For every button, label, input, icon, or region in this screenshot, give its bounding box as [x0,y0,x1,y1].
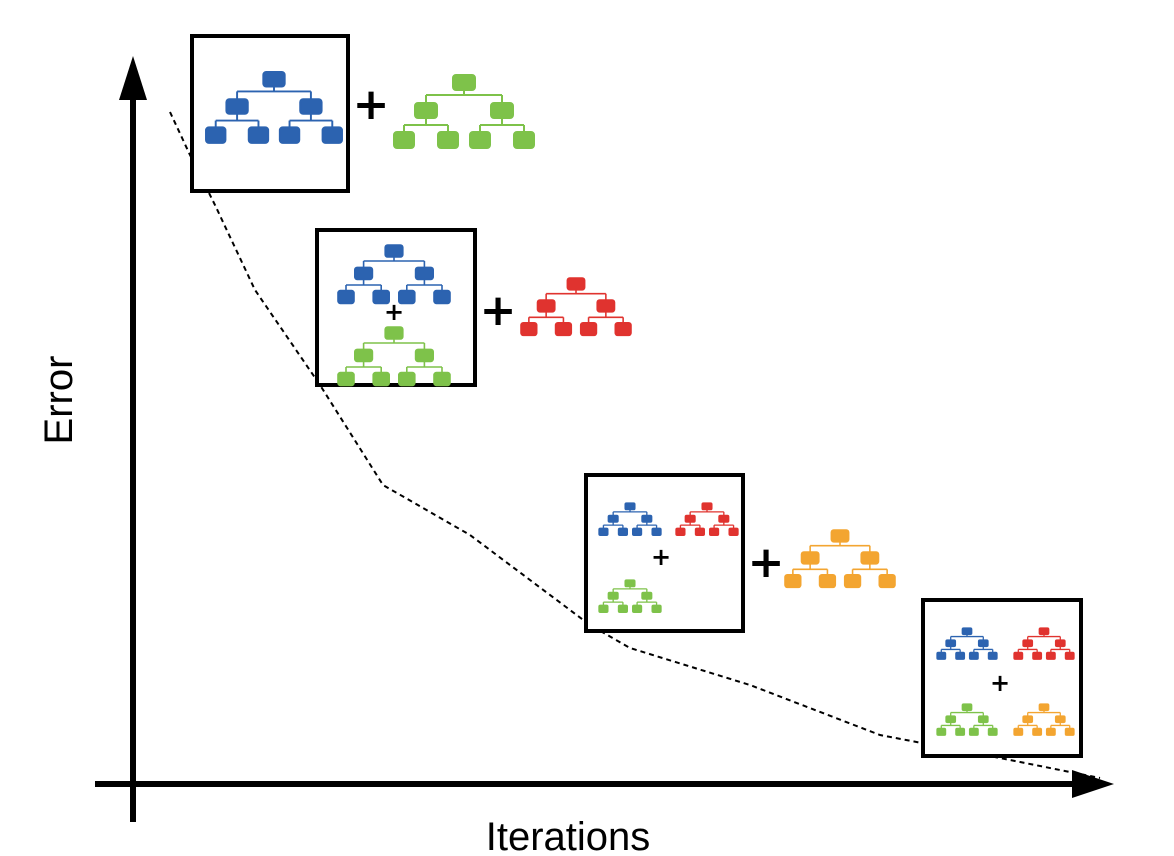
stages: ++ ++ ++ [190,34,1083,758]
y-axis-label: Error [37,356,81,445]
x-axis-label: Iterations [486,815,651,856]
ensemble-plus-icon: + [990,669,1010,697]
added-tree-green-icon [393,74,535,149]
added-tree-red-icon [520,277,632,337]
add-plus-icon: + [353,79,390,130]
stage-1: + [190,34,535,193]
error-curve [169,111,1101,779]
ensemble-box [584,473,745,633]
stage-3: + + [584,473,896,633]
ensemble-plus-icon: + [651,543,671,571]
ensemble-plus-icon: + [384,298,404,326]
y-axis-arrowhead [119,56,147,100]
add-plus-icon: + [480,285,517,336]
add-plus-icon: + [748,537,785,588]
stage-4: + [921,598,1083,758]
x-axis [95,770,1114,798]
stage-2: + + [315,228,632,387]
ensemble-box [190,34,350,193]
y-axis [119,56,147,822]
x-axis-arrowhead [1072,770,1114,798]
added-tree-orange-icon [784,529,896,589]
